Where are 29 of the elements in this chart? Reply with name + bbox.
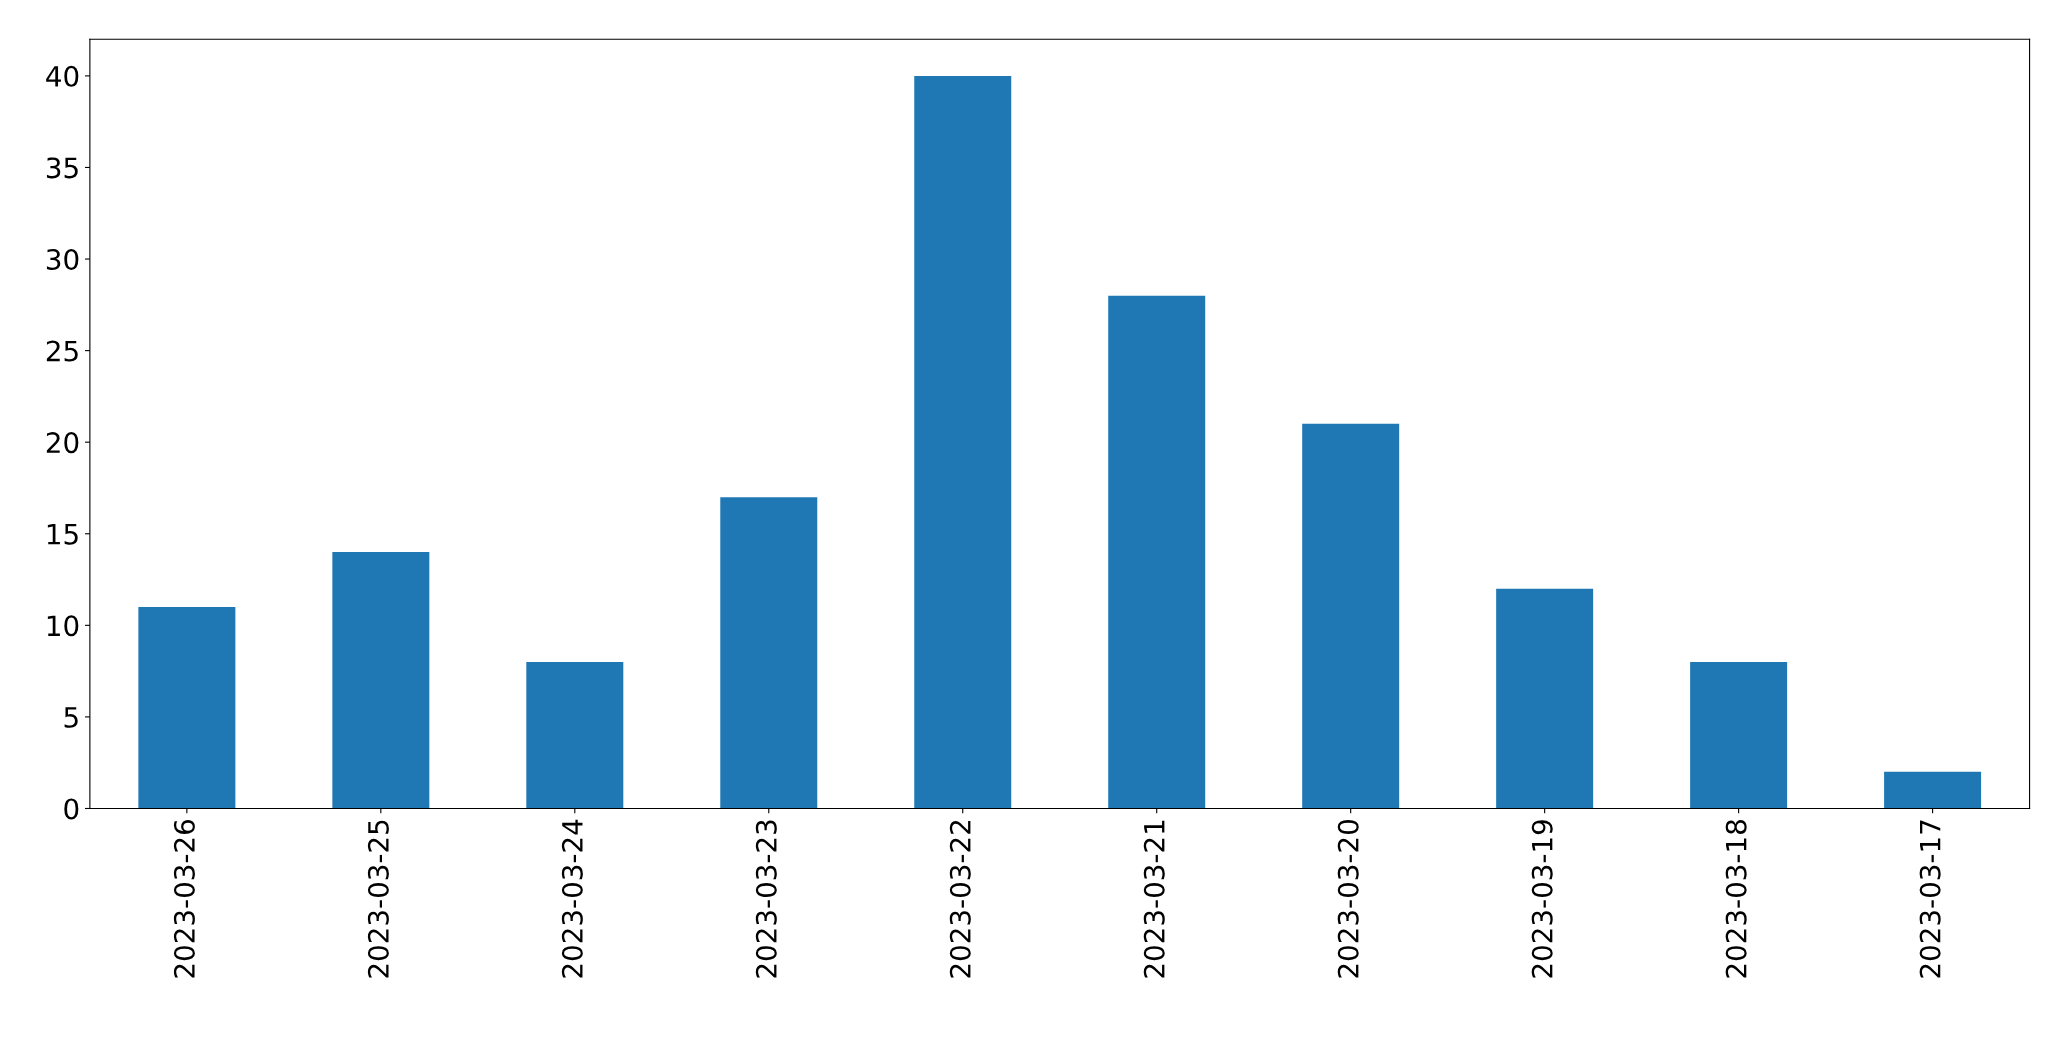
y-tick-label: 40 xyxy=(46,65,79,87)
x-tick-label: 2023-03-23 xyxy=(755,820,777,978)
bar xyxy=(1108,295,1206,809)
x-tick-label: 2023-03-18 xyxy=(1725,820,1747,978)
x-tick-label: 2023-03-19 xyxy=(1531,820,1553,978)
y-tick-label: 25 xyxy=(46,340,78,362)
bar xyxy=(1884,771,1982,809)
bar xyxy=(332,552,430,809)
y-tick-label: 20 xyxy=(46,432,79,454)
bar xyxy=(138,607,236,809)
y-tick-label: 10 xyxy=(47,615,79,637)
bar xyxy=(914,75,1012,809)
y-tick-label: 30 xyxy=(46,248,79,270)
x-tick-label: 2023-03-17 xyxy=(1919,820,1941,978)
x-tick-label: 2023-03-24 xyxy=(561,819,583,978)
x-tick-label: 2023-03-26 xyxy=(173,819,195,978)
y-tick-label: 5 xyxy=(64,707,78,728)
y-tick-label: 0 xyxy=(64,798,79,820)
x-tick-label: 2023-03-22 xyxy=(949,820,971,978)
bar xyxy=(1302,423,1400,809)
y-tick-label: 35 xyxy=(46,157,78,179)
x-tick-label: 2023-03-20 xyxy=(1337,820,1359,978)
bar xyxy=(720,497,818,809)
bar xyxy=(1690,661,1788,809)
x-tick-label: 2023-03-21 xyxy=(1143,820,1165,978)
bar xyxy=(1496,588,1594,809)
y-tick-label: 15 xyxy=(47,524,78,545)
bar xyxy=(526,661,624,809)
x-tick-label: 2023-03-25 xyxy=(367,820,389,978)
